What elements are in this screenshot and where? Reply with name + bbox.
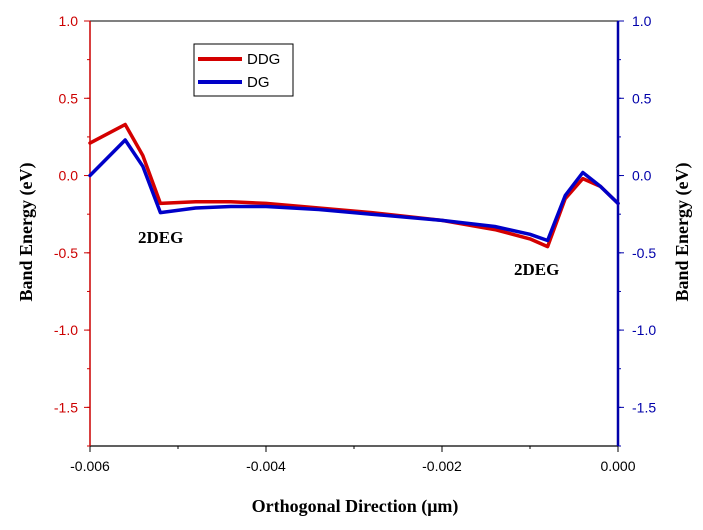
y-axis-title-left: Band Energy (eV) [16, 162, 37, 301]
annotation-2deg-right: 2DEG [514, 260, 559, 279]
series-line-dg [88, 138, 620, 243]
x-tick-label: -0.002 [422, 458, 462, 474]
y-tick-label-right: -1.0 [632, 322, 656, 338]
y-tick-label-left: -1.5 [54, 399, 78, 415]
text-layer: Orthogonal Direction (μm) Band Energy (e… [16, 162, 693, 517]
legend-label-dg: DG [247, 74, 270, 91]
y-tick-label-left: -1.0 [54, 322, 78, 338]
y-tick-label-right: 0.0 [632, 168, 652, 184]
x-tick-label: -0.004 [246, 458, 286, 474]
y-tick-label-left: 1.0 [59, 13, 79, 29]
y-tick-label-right: -0.5 [632, 245, 656, 261]
y-tick-label-left: 0.5 [59, 90, 79, 106]
y-tick-label-left: -0.5 [54, 245, 78, 261]
legend-label-ddg: DDG [247, 51, 280, 68]
legend: DDG DG [193, 43, 294, 97]
y-tick-label-right: 1.0 [632, 13, 652, 29]
y-tick-label-left: 0.0 [59, 168, 79, 184]
annotation-2deg-left: 2DEG [138, 228, 183, 247]
y-tick-label-right: 0.5 [632, 90, 652, 106]
y-tick-label-right: -1.5 [632, 399, 656, 415]
x-tick-label: -0.006 [70, 458, 110, 474]
x-tick-label: 0.000 [600, 458, 635, 474]
y-axis-title-right: Band Energy (eV) [672, 162, 693, 301]
series-layer [88, 122, 620, 249]
legend-box [193, 43, 294, 97]
axes-layer: -0.006 -0.004 -0.002 0.000 1.0 1.0 0.5 0.5 0.0 0.… [54, 13, 656, 474]
x-axis-title: Orthogonal Direction (μm) [252, 496, 459, 517]
